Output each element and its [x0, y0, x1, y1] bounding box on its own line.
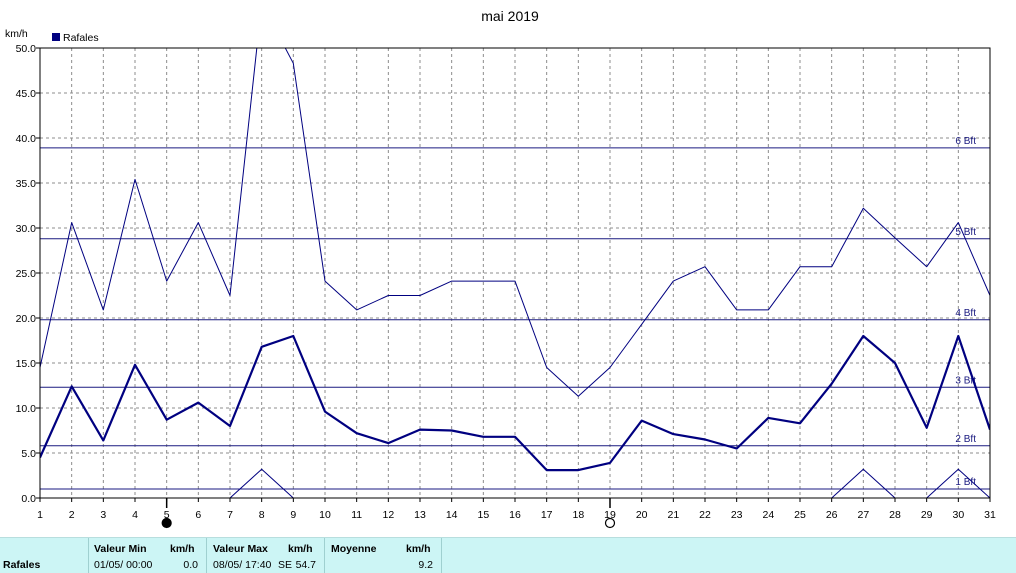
x-tick-label: 18 [572, 509, 584, 521]
x-tick-label: 1 [37, 509, 43, 521]
x-tick-label: 13 [414, 509, 426, 521]
footer-max-value: 54.7 [295, 559, 316, 571]
y-tick-label: 50.0 [16, 43, 37, 55]
x-tick-label: 20 [636, 509, 648, 521]
x-tick-label: 9 [290, 509, 296, 521]
x-tick-label: 4 [132, 509, 138, 521]
footer-min-cell: Valeur Min km/h 01/05/ 00:00 0.0 [88, 538, 206, 573]
series-line-min [831, 468, 990, 498]
footer-max-cell: Valeur Max km/h 08/05/ 17:40 SE 54.7 [206, 538, 324, 573]
footer-max-direction: SE [278, 559, 293, 571]
x-tick-label: 2 [69, 509, 75, 521]
series-line-min [229, 468, 294, 498]
footer-min-date: 01/05/ 00:00 [94, 559, 153, 571]
x-tick-label: 31 [984, 509, 996, 521]
y-axis-unit: km/h [5, 28, 28, 40]
beaufort-label: 3 Bft [955, 375, 976, 386]
x-tick-label: 22 [699, 509, 711, 521]
legend-label: Rafales [63, 32, 99, 44]
footer-max-header: Valeur Max [213, 543, 268, 555]
y-tick-label: 30.0 [16, 223, 37, 235]
x-tick-label: 10 [319, 509, 331, 521]
beaufort-label: 6 Bft [955, 136, 976, 147]
x-tick-label: 11 [351, 509, 362, 521]
grid [40, 48, 990, 498]
y-axis: 0.0 5.0 10.0 15.0 20.0 25.0 30.0 35.0 40.0 45.0 50… [16, 43, 40, 505]
x-tick-label: 21 [667, 509, 679, 521]
beaufort-label: 5 Bft [955, 227, 976, 238]
footer-min-header: Valeur Min [94, 543, 147, 555]
y-tick-label: 10.0 [16, 403, 37, 415]
series-lines [40, 48, 990, 498]
y-tick-label: 20.0 [16, 313, 37, 325]
footer-min-unit: km/h [170, 543, 195, 555]
x-tick-label: 17 [541, 509, 553, 521]
x-tick-label: 3 [100, 509, 106, 521]
full-moon-icon [604, 517, 616, 529]
footer-mean-unit: km/h [406, 543, 431, 555]
x-tick-label: 23 [731, 509, 743, 521]
legend-swatch [52, 33, 60, 41]
x-tick-label: 26 [826, 509, 838, 521]
x-tick-label: 27 [857, 509, 869, 521]
y-tick-label: 35.0 [16, 178, 37, 190]
footer-series-cell: Rafales [0, 538, 88, 573]
y-tick-label: 40.0 [16, 133, 37, 145]
y-tick-label: 15.0 [16, 358, 37, 370]
footer-mean-cell: Moyenne km/h 9.2 [324, 538, 442, 573]
x-tick-label: 16 [509, 509, 521, 521]
y-tick-label: 5.0 [21, 448, 36, 460]
y-tick-label: 0.0 [21, 493, 36, 505]
footer-max-unit: km/h [288, 543, 313, 555]
series-line-max [40, 48, 990, 397]
summary-footer: Rafales Valeur Min km/h 01/05/ 00:00 0.0… [0, 537, 1016, 573]
footer-min-value: 0.0 [183, 559, 198, 571]
x-tick-label: 5 [164, 509, 170, 521]
y-tick-label: 25.0 [16, 268, 37, 280]
beaufort-lines: 1 Bft 2 Bft 3 Bft 4 Bft 5 Bft 6 Bft [40, 136, 990, 490]
x-tick-label: 19 [604, 509, 616, 521]
footer-mean-header: Moyenne [331, 543, 377, 555]
footer-series-label: Rafales [3, 559, 41, 571]
chart: mai 2019 km/h Rafales 1 Bft 2 Bft 3 Bft 4 B… [5, 8, 996, 529]
footer-max-date: 08/05/ 17:40 [213, 559, 272, 571]
x-axis: 1 2 3 4 5 6 7 8 9 10 11 12 13 14 15 16 17 18 19 20 21 22 23 24 2… [37, 498, 996, 521]
x-tick-label: 6 [195, 509, 201, 521]
beaufort-label: 1 Bft [955, 477, 976, 488]
series-line-mean [40, 334, 990, 472]
x-tick-label: 30 [952, 509, 964, 521]
x-tick-label: 14 [446, 509, 458, 521]
x-tick-label: 24 [762, 509, 774, 521]
moon-phases [161, 498, 616, 529]
beaufort-label: 4 Bft [955, 308, 976, 319]
x-tick-label: 15 [477, 509, 489, 521]
x-tick-label: 8 [259, 509, 265, 521]
x-tick-label: 7 [227, 509, 233, 521]
beaufort-label: 2 Bft [955, 434, 976, 445]
x-tick-label: 12 [382, 509, 394, 521]
new-moon-icon [161, 517, 172, 529]
x-tick-label: 29 [921, 509, 933, 521]
y-tick-label: 45.0 [16, 88, 37, 100]
x-tick-label: 25 [794, 509, 806, 521]
footer-mean-value: 9.2 [418, 559, 433, 571]
chart-title: mai 2019 [481, 8, 539, 24]
x-tick-label: 28 [889, 509, 901, 521]
